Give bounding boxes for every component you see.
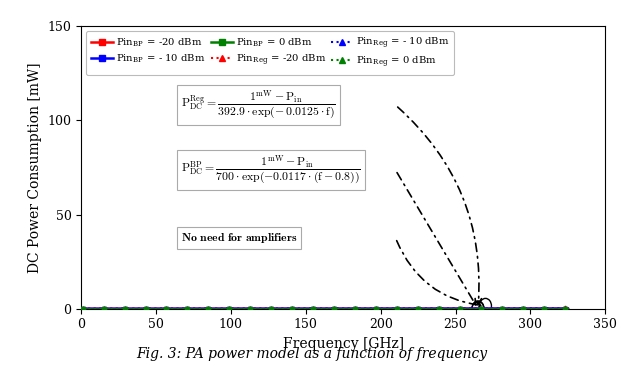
X-axis label: Frequency [GHz]: Frequency [GHz] [283, 337, 404, 351]
Y-axis label: DC Power Consumption [mW]: DC Power Consumption [mW] [28, 62, 42, 273]
Text: Fig. 3: PA power model as a function of frequency: Fig. 3: PA power model as a function of … [137, 347, 487, 361]
Legend: Pin$_\mathregular{BP}$ = -20 dBm, Pin$_\mathregular{BP}$ = - 10 dBm, Pin$_\mathr: Pin$_\mathregular{BP}$ = -20 dBm, Pin$_\… [86, 31, 454, 75]
Text: $\rm P_{DC}^{BP} = \dfrac{1^{mW} - P_{in}}{700 \cdot exp(-0.0117 \cdot (f - 0.8): $\rm P_{DC}^{BP} = \dfrac{1^{mW} - P_{in… [181, 154, 361, 186]
Text: $\mathbf{No\ need\ for\ amplifiers}$: $\mathbf{No\ need\ for\ amplifiers}$ [181, 231, 297, 245]
Text: $\rm P_{DC}^{Reg} = \dfrac{1^{mW} - P_{in}}{392.9 \cdot exp(-\,0.0125 \cdot f)}$: $\rm P_{DC}^{Reg} = \dfrac{1^{mW} - P_{i… [181, 89, 336, 121]
